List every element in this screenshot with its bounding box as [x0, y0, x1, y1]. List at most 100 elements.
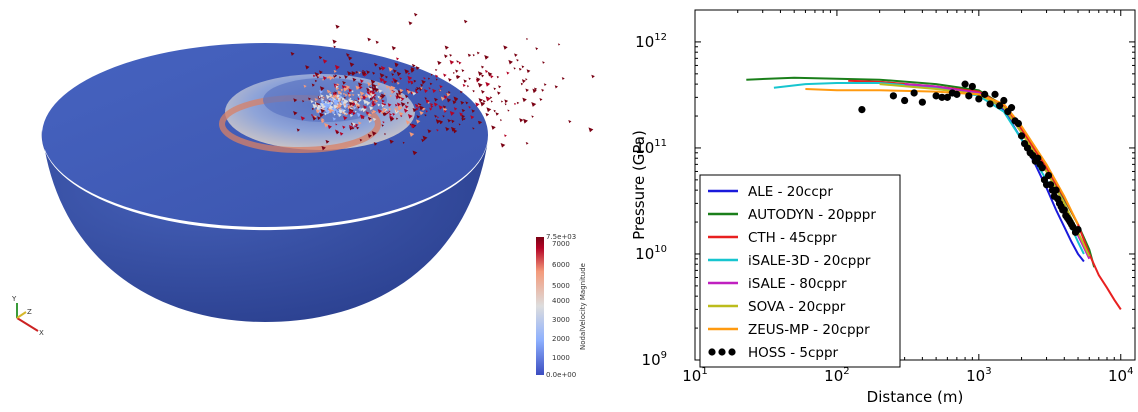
legend-entry-label: AUTODYN - 20pppr — [748, 207, 876, 223]
debris-particle — [435, 68, 438, 72]
debris-particle — [358, 85, 363, 90]
debris-particle — [389, 94, 392, 98]
debris-particle — [516, 101, 520, 105]
debris-particle — [293, 98, 298, 103]
hoss-data-point — [943, 93, 951, 101]
debris-particle — [450, 126, 456, 132]
debris-particle — [504, 134, 507, 138]
colorbar-tick: 4000 — [552, 297, 570, 305]
chart-legend: ALE - 20ccpr AUTODYN - 20pppr CTH - 45cppr… — [699, 174, 901, 368]
debris-particle — [476, 77, 481, 82]
debris-particle — [362, 69, 365, 73]
debris-particle — [379, 73, 385, 78]
hoss-data-point — [1060, 206, 1068, 214]
hoss-data-point — [1007, 104, 1016, 112]
debris-particle — [444, 45, 449, 50]
debris-particle — [341, 96, 346, 102]
debris-particle — [349, 62, 355, 68]
debris-particle — [367, 82, 372, 87]
debris-particle — [500, 100, 504, 103]
debris-particle — [467, 53, 472, 58]
pressure-distance-chart: 101 102 103 104 109 1010 1011 1012 Distance (m)… — [630, 9, 1136, 406]
debris-particle — [322, 76, 327, 81]
debris-particle — [493, 109, 497, 113]
debris-particle — [447, 118, 452, 123]
debris-particle — [446, 97, 452, 103]
debris-particle — [339, 76, 342, 79]
debris-particle — [311, 83, 315, 87]
debris-particle — [333, 104, 339, 110]
debris-particle — [356, 126, 360, 130]
debris-particle — [341, 110, 346, 115]
debris-particle — [531, 115, 534, 118]
debris-particle — [383, 92, 386, 95]
debris-particle — [315, 102, 321, 107]
debris-particle — [453, 107, 458, 111]
colorbar-tick: 6000 — [552, 261, 570, 269]
debris-particle — [535, 47, 539, 51]
hoss-data-point — [1046, 181, 1055, 189]
debris-particle — [445, 127, 450, 132]
debris-particle — [334, 64, 340, 70]
debris-particle — [366, 70, 371, 75]
debris-particle — [374, 99, 379, 103]
debris-particle — [320, 119, 325, 124]
debris-particle — [503, 45, 508, 50]
debris-particle — [407, 75, 413, 81]
debris-particle — [443, 110, 447, 113]
debris-particle — [369, 97, 374, 101]
debris-particle — [329, 91, 332, 94]
debris-particle — [381, 99, 385, 103]
debris-particle — [476, 51, 480, 55]
debris-particle — [413, 12, 418, 17]
debris-particle — [319, 112, 325, 118]
y-tick-label: 1011 — [635, 138, 667, 157]
debris-particle — [399, 77, 403, 80]
debris-particle — [398, 111, 404, 117]
debris-particle — [311, 114, 314, 117]
x-tick-label: 104 — [1108, 366, 1133, 385]
debris-particle — [437, 60, 442, 66]
debris-particle — [392, 77, 396, 82]
debris-particle — [367, 37, 372, 42]
debris-particle — [462, 83, 466, 87]
debris-particle — [421, 138, 425, 143]
debris-particle — [434, 114, 438, 118]
debris-particle — [296, 128, 301, 132]
debris-particle — [360, 114, 365, 120]
debris-particle — [414, 89, 418, 93]
debris-particle — [320, 108, 326, 114]
debris-particle — [436, 129, 439, 132]
debris-particle — [499, 119, 503, 122]
legend-entry-label: CTH - 45cppr — [748, 230, 837, 246]
debris-particle — [339, 99, 342, 102]
debris-particle — [392, 69, 397, 74]
colorbar-tick: 5000 — [552, 282, 570, 290]
colorbar-title: NodalVelocity Magnitude — [579, 263, 587, 350]
debris-particle — [337, 90, 342, 95]
colorbar-max-label: 7.5e+03 — [546, 233, 576, 241]
debris-particle — [331, 110, 336, 115]
debris-particle — [369, 106, 374, 111]
debris-particle — [440, 96, 446, 101]
hoss-data-point — [938, 93, 946, 101]
debris-particle — [514, 102, 517, 106]
debris-particle — [387, 103, 392, 107]
debris-particle — [588, 127, 594, 133]
debris-particle — [439, 89, 442, 92]
debris-particle — [334, 74, 338, 78]
debris-particle — [415, 91, 419, 94]
debris-particle — [460, 100, 465, 105]
debris-particle — [303, 84, 307, 88]
debris-particle — [398, 96, 401, 99]
debris-particle — [312, 103, 318, 109]
hoss-data-point — [910, 89, 918, 97]
debris-particle — [389, 139, 394, 144]
debris-particle — [406, 89, 412, 95]
debris-particle — [436, 116, 440, 119]
debris-particle — [385, 111, 389, 114]
debris-particle — [490, 100, 493, 103]
debris-particle — [352, 77, 357, 82]
debris-particle — [380, 66, 386, 71]
debris-particle — [361, 107, 367, 113]
